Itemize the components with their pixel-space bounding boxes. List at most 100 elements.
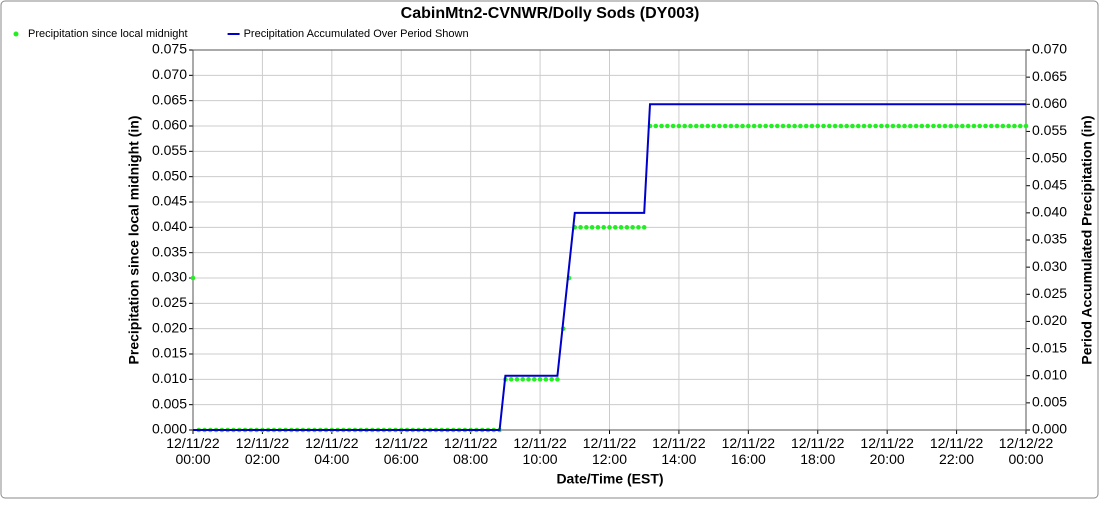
data-point [965,123,971,129]
data-point [543,377,549,382]
y-tick-label: 0.000 [152,421,187,437]
data-point [983,123,988,129]
data-point [531,377,537,382]
y-tick-label: 0.055 [152,142,187,158]
data-point [618,225,624,230]
data-point [902,123,907,129]
y-tick-label: 0.065 [152,91,187,107]
data-point [670,123,676,129]
x-tick-label-line: 12/11/22 [375,435,429,451]
data-point [612,225,618,230]
data-point [757,123,763,129]
y-tick-label: 0.045 [152,193,187,209]
data-point [595,225,601,230]
x-tick-label: 12/11/22 20:00 [860,435,914,467]
data-point [838,123,844,129]
data-point [942,123,948,129]
y-tick-label: 0.040 [152,218,187,234]
data-point [890,123,896,129]
y-tick-label: 0.060 [152,117,187,133]
x-tick-label: 12/11/22 12:00 [583,435,637,467]
y2-tick-label: 0.000 [1032,421,1067,437]
data-point [693,123,699,129]
y2-tick-label: 0.065 [1032,68,1067,84]
data-point [717,123,722,129]
x-tick-label-line: 12/11/22 [583,435,637,451]
data-point [641,225,647,230]
x-tick-label-line: 12/11/22 [166,435,220,451]
x-tick-label: 12/11/22 16:00 [722,435,776,467]
x-tick-label-line: 18:00 [800,451,835,467]
data-point [682,123,688,129]
legend-label: Precipitation since local midnight [28,28,188,40]
data-point [630,225,635,230]
data-point [925,123,930,129]
data-point [832,123,838,129]
data-point [908,123,913,129]
data-point [676,123,682,129]
y2-tick-label: 0.030 [1032,258,1067,274]
y2-tick-label: 0.035 [1032,231,1067,247]
y-tick-label: 0.030 [152,269,187,285]
data-point [774,123,780,129]
x-tick-label: 12/11/22 06:00 [375,435,429,467]
y2-tick-label: 0.060 [1032,95,1067,111]
data-point [711,123,716,129]
x-tick-label-line: 12/11/22 [236,435,290,451]
data-point [607,225,612,230]
data-point [977,123,983,129]
data-point [699,123,705,129]
data-point [936,123,942,129]
data-point [578,225,583,230]
y2-tick-label: 0.020 [1032,312,1067,328]
data-point [740,123,745,129]
data-point [855,123,861,129]
data-point [705,123,711,129]
data-point [746,123,751,129]
data-point [728,123,734,129]
data-point [601,225,607,230]
data-point [798,123,803,129]
data-point [520,377,526,382]
data-point [688,123,693,129]
x-tick-label: 12/11/22 04:00 [305,435,359,467]
data-point [659,123,664,129]
x-tick-label-line: 12/11/22 [930,435,984,451]
x-tick-label-line: 02:00 [245,451,280,467]
data-point [786,123,792,129]
x-tick-label: 12/11/22 22:00 [930,435,984,467]
data-point [1006,123,1011,129]
y2-tick-label: 0.025 [1032,285,1067,301]
x-tick-label: 12/11/22 00:00 [166,435,220,467]
y-tick-label: 0.020 [152,319,187,335]
y2-tick-label: 0.070 [1032,41,1067,57]
y2-tick-label: 0.045 [1032,176,1067,192]
data-point [780,123,786,129]
data-point [879,123,884,129]
y2-tick-label: 0.010 [1032,366,1067,382]
data-point [1000,123,1006,129]
y-tick-label: 0.050 [152,167,187,183]
data-point [884,123,890,129]
x-tick-label-line: 12/11/22 [860,435,914,451]
x-tick-label-line: 12/11/22 [444,435,498,451]
x-tick-label: 12/11/22 02:00 [236,435,290,467]
y-tick-label: 0.035 [152,243,187,259]
data-point [769,123,774,129]
data-point [948,123,954,129]
y-tick-label: 0.075 [152,41,187,57]
x-tick-label: 12/11/22 10:00 [513,435,567,467]
data-point [861,123,867,129]
data-point [1023,123,1029,129]
data-point [850,123,855,129]
data-point [589,225,595,230]
x-tick-label-line: 12/12/22 [999,435,1054,451]
data-point [1017,123,1023,129]
x-tick-label-line: 08:00 [453,451,488,467]
y2-axis-label: Period Accumulated Precipitation (in) [1079,115,1095,364]
x-tick-label-line: 00:00 [175,451,210,467]
x-tick-label-line: 16:00 [731,451,766,467]
data-point [751,123,757,129]
data-point [653,123,659,129]
data-point [844,123,849,129]
